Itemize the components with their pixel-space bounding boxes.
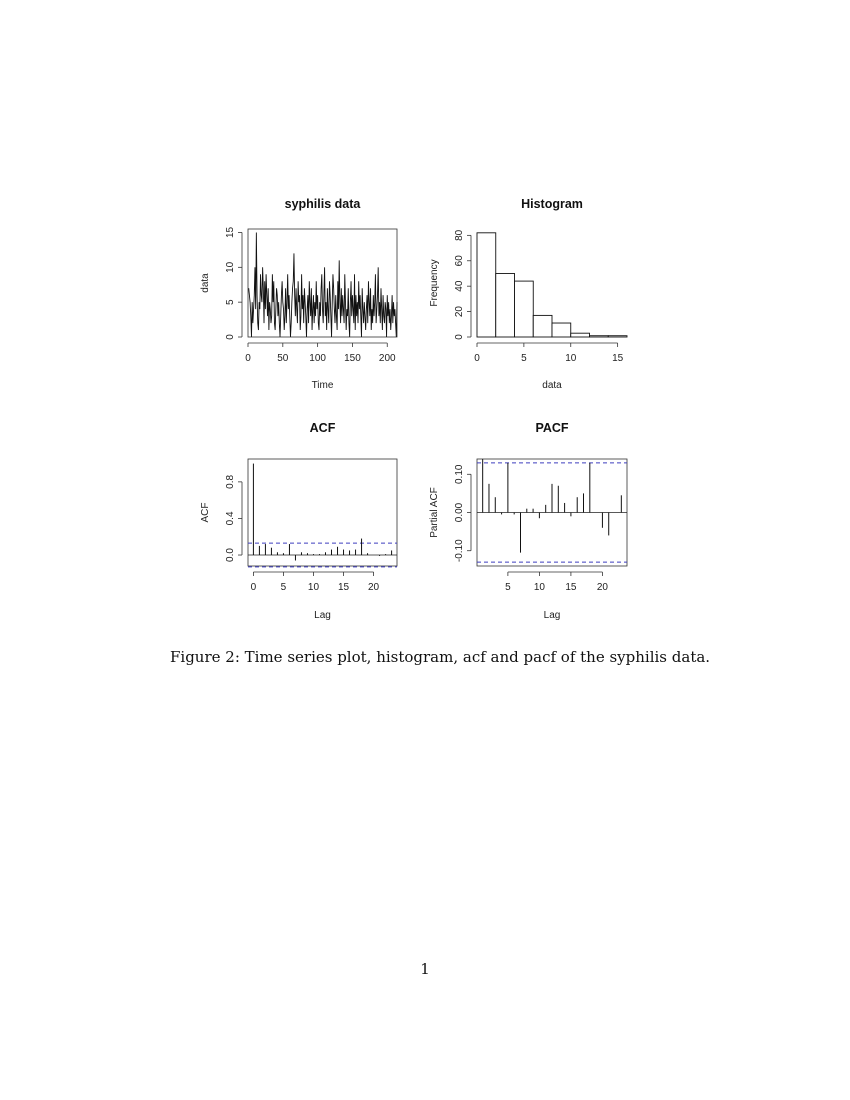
y-tick-label: 80 xyxy=(454,229,465,241)
x-tick-label: 5 xyxy=(521,353,527,364)
x-tick-label: 200 xyxy=(379,353,396,364)
x-tick-label: 150 xyxy=(344,353,361,364)
chart-title: PACF xyxy=(535,421,568,435)
x-tick-label: 0 xyxy=(251,582,257,593)
x-axis-label: Lag xyxy=(544,610,561,621)
plot-frame xyxy=(247,458,398,567)
y-tick-label: 60 xyxy=(454,255,465,267)
x-tick-label: 10 xyxy=(565,353,577,364)
x-tick-label: 15 xyxy=(612,353,624,364)
histogram-bar xyxy=(476,232,497,338)
histogram-bar xyxy=(495,273,515,338)
y-tick-label: 0.4 xyxy=(225,511,236,525)
chart-title: ACF xyxy=(310,421,336,435)
y-axis-label: data xyxy=(200,273,211,293)
panel-pacf: PACF 5 10 15 20 Lag -0.10 0.00 0.10 Partial ACF xyxy=(429,421,628,621)
y-axis-label: Partial ACF xyxy=(429,487,440,538)
panel-ts: syphilis data 0 50 100 150 200 Time 0 5 10 15 data xyxy=(200,197,398,391)
series-line xyxy=(248,232,398,338)
y-tick-label: 40 xyxy=(454,280,465,292)
page-number: 1 xyxy=(420,960,430,978)
histogram-bar xyxy=(570,332,590,338)
y-tick-label: 10 xyxy=(225,261,236,273)
y-tick-label: 5 xyxy=(225,299,236,305)
y-tick-label: 15 xyxy=(225,226,236,238)
x-tick-label: 0 xyxy=(474,353,480,364)
y-tick-label: 0.0 xyxy=(225,548,236,562)
x-tick-label: 20 xyxy=(597,582,609,593)
chart-title: Histogram xyxy=(521,197,583,211)
y-tick-label: 0.10 xyxy=(454,464,465,484)
y-tick-label: -0.10 xyxy=(454,539,465,562)
y-axis-label: Frequency xyxy=(429,259,440,306)
x-tick-label: 50 xyxy=(277,353,289,364)
x-tick-label: 20 xyxy=(368,582,380,593)
x-tick-label: 15 xyxy=(565,582,577,593)
y-tick-label: 20 xyxy=(454,306,465,318)
x-tick-label: 10 xyxy=(308,582,320,593)
y-tick-label: 0.8 xyxy=(225,474,236,488)
histogram-bar xyxy=(514,280,534,338)
y-tick-label: 0 xyxy=(225,334,236,340)
y-tick-label: 0 xyxy=(454,334,465,340)
x-tick-label: 0 xyxy=(245,353,251,364)
histogram-bar xyxy=(589,335,609,338)
x-tick-label: 10 xyxy=(534,582,546,593)
x-axis-label: Lag xyxy=(314,610,331,621)
x-axis-label: data xyxy=(542,380,562,391)
figure-caption: Figure 2: Time series plot, histogram, a… xyxy=(170,648,711,666)
panel-hist: Histogram 0 5 10 15 data 0 20 40 60 80 Frequency xyxy=(429,197,628,391)
histogram-bar xyxy=(551,322,572,338)
x-tick-label: 5 xyxy=(281,582,287,593)
x-tick-label: 15 xyxy=(338,582,350,593)
x-axis-label: Time xyxy=(312,380,334,391)
chart-title: syphilis data xyxy=(285,197,362,211)
y-tick-label: 0.00 xyxy=(454,502,465,522)
plot-frame xyxy=(247,228,398,338)
x-tick-label: 5 xyxy=(505,582,511,593)
y-axis-label: ACF xyxy=(200,503,211,523)
histogram-bar xyxy=(607,335,628,338)
x-tick-label: 100 xyxy=(309,353,326,364)
histogram-bar xyxy=(532,314,553,338)
panel-acf: ACF 0 5 10 15 20 Lag 0.0 0.4 0.8 ACF xyxy=(200,421,398,621)
